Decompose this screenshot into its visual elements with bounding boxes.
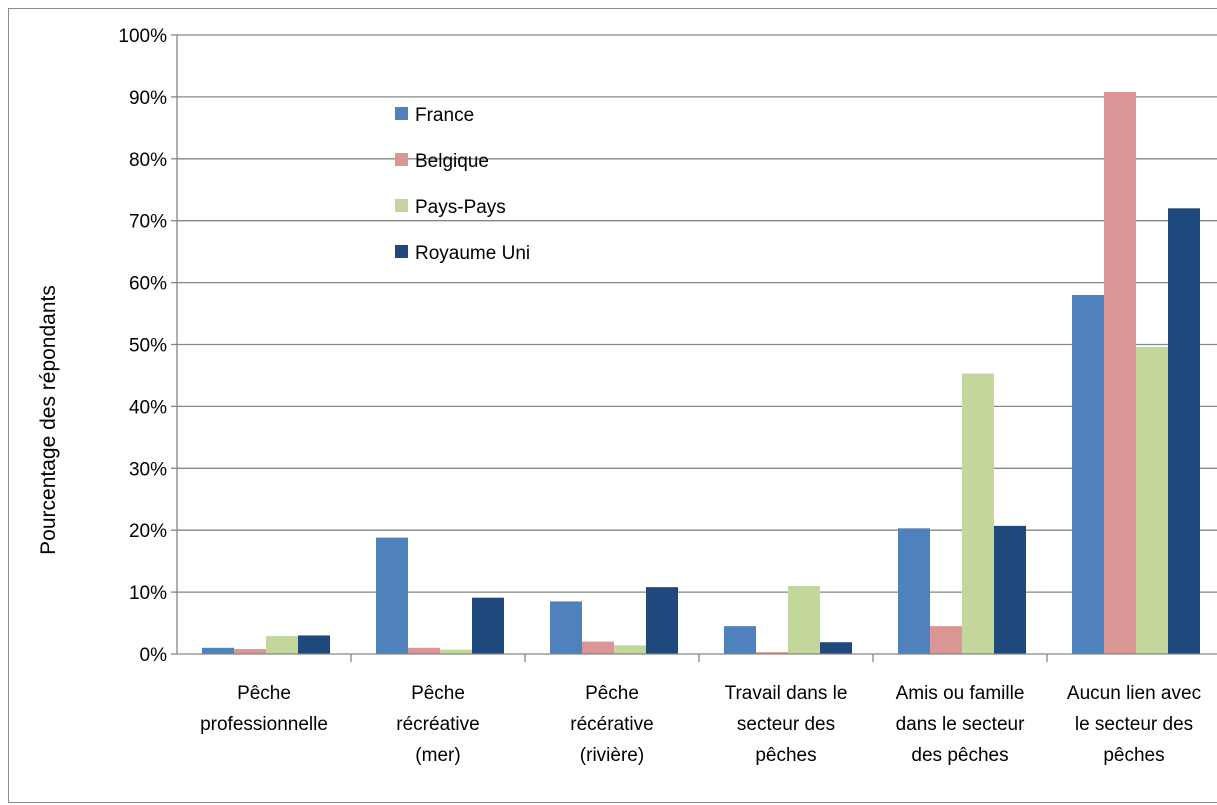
y-axis-label: Pourcentage des répondants: [37, 285, 60, 555]
x-tick-label: pêches: [1103, 745, 1164, 766]
legend-swatch: [395, 245, 408, 258]
y-tick-label: 60%: [129, 274, 167, 295]
y-tick-label: 50%: [129, 336, 167, 357]
axes: [171, 34, 1217, 662]
x-tick-label: Travail dans le: [725, 683, 848, 704]
legend: France Belgique Pays-Pays Royaume Uni: [395, 105, 530, 264]
x-tick-label: secteur des: [737, 714, 835, 735]
x-tick-label: Aucun lien avec: [1067, 683, 1201, 704]
bar: [440, 649, 472, 654]
x-tick-label: des pêches: [911, 745, 1008, 766]
legend-label: France: [415, 105, 474, 126]
bar: [550, 601, 582, 654]
x-tick-label: dans le secteur: [896, 714, 1026, 735]
legend-label: Royaume Uni: [415, 243, 530, 264]
bar: [298, 635, 330, 654]
bar: [962, 373, 994, 654]
bar: [582, 641, 614, 654]
x-tick-label: Pêche: [237, 683, 291, 704]
x-tick-label: Pêche: [411, 683, 465, 704]
bar: [202, 647, 234, 654]
bars: [202, 91, 1200, 654]
bar: [820, 642, 852, 654]
gridlines: [177, 34, 1217, 593]
bar: [234, 649, 266, 654]
bar: [898, 528, 930, 654]
bar: [788, 585, 820, 654]
x-tick-label: récérative: [570, 714, 653, 735]
y-tick-label: 10%: [129, 583, 167, 604]
x-tick-labels: Pêche professionnelle Pêche récréative (mer)…: [200, 683, 1201, 766]
bar: [930, 626, 962, 654]
bar: [472, 597, 504, 654]
y-tick-label: 0%: [140, 645, 168, 666]
legend-swatch: [395, 107, 408, 120]
legend-label: Belgique: [415, 151, 489, 172]
y-tick-label: 30%: [129, 459, 167, 480]
bar: [646, 587, 678, 654]
y-tick-label: 40%: [129, 397, 167, 418]
y-tick-label: 80%: [129, 150, 167, 171]
y-tick-labels: 0% 10% 20% 30% 40% 50% 60% 70% 80% 90% 100%: [118, 26, 167, 666]
x-tick-label: pêches: [755, 745, 816, 766]
x-tick-label: (mer): [415, 745, 460, 766]
bar: [1072, 294, 1104, 654]
x-tick-label: le secteur des: [1075, 714, 1193, 735]
legend-label: Pays-Pays: [415, 197, 506, 218]
bar: [408, 647, 440, 654]
bar: [266, 636, 298, 654]
bar: [1104, 91, 1136, 654]
y-tick-label: 20%: [129, 521, 167, 542]
legend-swatch: [395, 153, 408, 166]
x-tick-label: récréative: [396, 714, 479, 735]
bar: [724, 626, 756, 654]
bar: [756, 652, 788, 654]
bar: [994, 525, 1026, 654]
x-tick-label: professionnelle: [200, 714, 328, 735]
y-tick-label: 100%: [118, 26, 167, 47]
x-tick-label: Amis ou famille: [896, 683, 1025, 704]
bar: [1136, 346, 1168, 654]
chart-frame: [8, 8, 1217, 803]
y-tick-label: 70%: [129, 212, 167, 233]
y-tick-label: 90%: [129, 88, 167, 109]
bar: [376, 537, 408, 654]
legend-swatch: [395, 199, 408, 212]
x-tick-label: (rivière): [580, 745, 644, 766]
x-tick-label: Pêche: [585, 683, 639, 704]
bar: [1168, 208, 1200, 654]
bar: [614, 645, 646, 654]
